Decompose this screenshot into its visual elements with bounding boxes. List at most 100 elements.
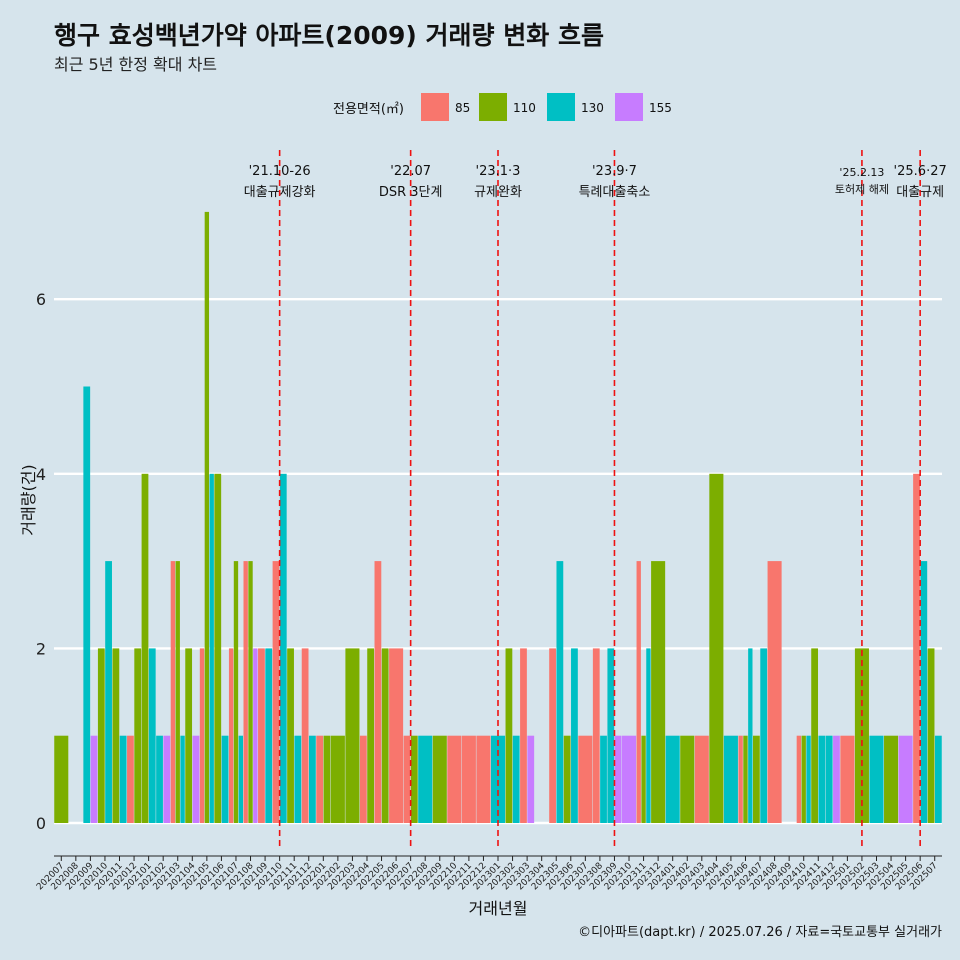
bar-202108-155 bbox=[253, 648, 258, 823]
bar-202103-85 bbox=[170, 561, 176, 823]
legend-label-110: 110 bbox=[513, 101, 536, 115]
legend-key-85 bbox=[421, 93, 449, 121]
bar-202111-110 bbox=[287, 648, 294, 823]
annotation-date-2: '23.1·3 bbox=[476, 164, 521, 179]
bar-202412-155 bbox=[833, 735, 840, 823]
bar-202410-130 bbox=[806, 735, 811, 823]
bar-202303-85 bbox=[520, 648, 527, 823]
bar-202205-110 bbox=[381, 648, 389, 823]
source-caption: ©디아파트(dapt.kr) / 2025.07.26 / 자료=국토교통부 실… bbox=[578, 925, 942, 940]
annotation-label-5: 대출규제 bbox=[896, 185, 944, 200]
bar-202507-110 bbox=[927, 648, 935, 823]
bar-202112-130 bbox=[309, 735, 316, 823]
annotation-date-4: '25.2.13 bbox=[839, 166, 884, 179]
bar-202108-85 bbox=[243, 561, 248, 823]
bar-202410-85 bbox=[796, 735, 802, 823]
bar-202110-85 bbox=[272, 561, 280, 823]
bar-202104-155 bbox=[192, 735, 200, 823]
annotation-date-1: '22.07 bbox=[390, 164, 431, 179]
bar-202503-130 bbox=[869, 735, 884, 823]
bar-202506-85 bbox=[913, 473, 920, 823]
legend: 전용면적(㎡) 85 110 130 155 bbox=[333, 93, 672, 121]
bar-202107-130 bbox=[238, 735, 243, 823]
bar-202101-130 bbox=[148, 648, 156, 823]
bar-202308-130 bbox=[600, 735, 607, 823]
bar-202204-110 bbox=[367, 648, 375, 823]
bar-202312-110 bbox=[651, 561, 666, 823]
annotation-label-3: 특례대출축소 bbox=[579, 185, 651, 200]
bars bbox=[54, 211, 942, 823]
bar-202108-110 bbox=[248, 561, 253, 823]
bar-202009-155 bbox=[90, 735, 98, 823]
bar-202111-130 bbox=[294, 735, 302, 823]
bar-202306-110 bbox=[563, 735, 571, 823]
chart-subtitle: 최근 5년 한정 확대 차트 bbox=[54, 55, 217, 74]
bar-202208-130 bbox=[418, 735, 433, 823]
legend-title: 전용면적(㎡) bbox=[333, 102, 404, 117]
bar-202405-130 bbox=[723, 735, 738, 823]
bar-202010-130 bbox=[105, 561, 112, 823]
bar-202211-85 bbox=[461, 735, 476, 823]
bar-202402-110 bbox=[680, 735, 695, 823]
bar-202501-85 bbox=[840, 735, 855, 823]
bar-202012-110 bbox=[134, 648, 142, 823]
bar-202309-130 bbox=[607, 648, 615, 823]
bar-202303-155 bbox=[527, 735, 535, 823]
bar-202209-110 bbox=[432, 735, 447, 823]
bar-202207-110 bbox=[410, 735, 418, 823]
bar-202404-110 bbox=[709, 473, 724, 823]
y-tick-label-6: 6 bbox=[36, 290, 46, 309]
y-tick-label-2: 2 bbox=[36, 639, 46, 658]
bar-202309-155 bbox=[614, 735, 622, 823]
annotation-label-4: 토허제 해제 bbox=[835, 182, 889, 196]
bar-202207-85 bbox=[403, 735, 411, 823]
bar-202102-130 bbox=[156, 735, 163, 823]
bar-202110-130 bbox=[279, 473, 287, 823]
bar-202011-110 bbox=[112, 648, 120, 823]
bar-202109-130 bbox=[265, 648, 273, 823]
bar-202009-130 bbox=[83, 386, 91, 823]
bar-202307-85 bbox=[578, 735, 593, 823]
bar-202311-110 bbox=[641, 735, 646, 823]
x-axis-label: 거래년월 bbox=[469, 899, 528, 918]
bar-202102-155 bbox=[163, 735, 171, 823]
legend-label-155: 155 bbox=[649, 101, 672, 115]
bar-202504-110 bbox=[884, 735, 899, 823]
bar-202106-130 bbox=[221, 735, 229, 823]
bar-202212-85 bbox=[476, 735, 491, 823]
bar-202012-85 bbox=[127, 735, 134, 823]
bar-202105-85 bbox=[199, 648, 205, 823]
bar-202011-130 bbox=[119, 735, 127, 823]
bar-202506-130 bbox=[920, 561, 928, 823]
bar-202412-130 bbox=[825, 735, 833, 823]
annotation-date-5: '25.6·27 bbox=[894, 164, 947, 179]
bar-202310-155 bbox=[621, 735, 637, 823]
bar-202311-85 bbox=[636, 561, 641, 823]
bar-202406-85 bbox=[738, 735, 743, 823]
bar-202406-130 bbox=[748, 648, 753, 823]
y-tick-label-4: 4 bbox=[36, 465, 46, 484]
bar-202305-85 bbox=[549, 648, 556, 823]
bar-202505-155 bbox=[898, 735, 913, 823]
bar-202205-85 bbox=[374, 561, 382, 823]
policy-annotations: '21.10-26 대출규제강화 '22.07 DSR 3단계 '23.1·3 규제완화 '… bbox=[244, 150, 947, 850]
bar-202007-110 bbox=[54, 735, 69, 823]
bar-202302-110 bbox=[505, 648, 513, 823]
bar-202206-85 bbox=[389, 648, 404, 823]
bar-202302-130 bbox=[512, 735, 520, 823]
bar-202103-130 bbox=[180, 735, 185, 823]
legend-label-85: 85 bbox=[455, 101, 470, 115]
bar-202210-85 bbox=[447, 735, 462, 823]
legend-key-130 bbox=[547, 93, 575, 121]
annotation-date-3: '23.9·7 bbox=[592, 164, 637, 179]
bar-202305-130 bbox=[556, 561, 564, 823]
annotation-label-2: 규제완화 bbox=[474, 185, 522, 200]
chart-title: 행구 효성백년가약 아파트(2009) 거래량 변화 흐름 bbox=[54, 21, 604, 50]
bar-202301-130 bbox=[490, 735, 506, 823]
bar-202407-110 bbox=[753, 735, 760, 823]
bar-202104-110 bbox=[185, 648, 193, 823]
bar-202401-130 bbox=[665, 735, 680, 823]
bar-202202-110 bbox=[330, 735, 345, 823]
bar-202406-110 bbox=[743, 735, 748, 823]
y-axis-label: 거래량(건) bbox=[19, 464, 38, 535]
